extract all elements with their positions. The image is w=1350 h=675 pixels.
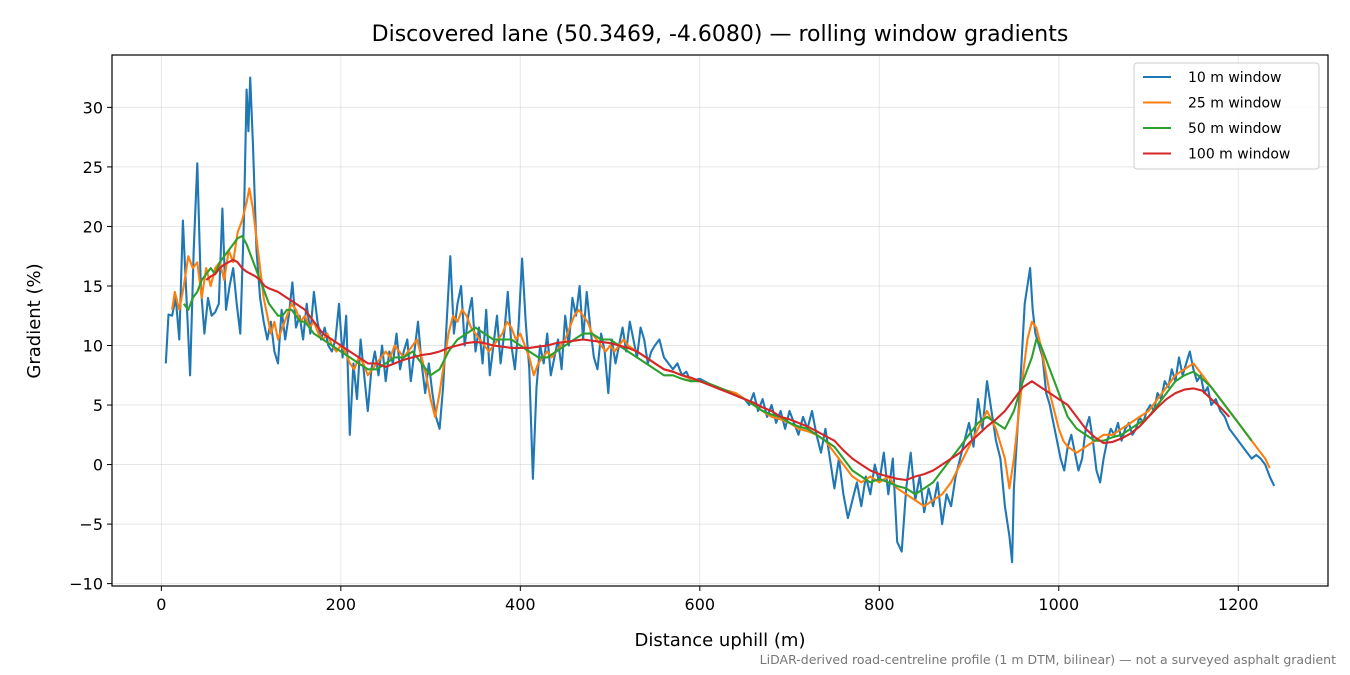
y-tick-label: 10 [83,337,103,356]
y-tick-label: 0 [93,456,103,475]
x-tick-label: 1000 [1038,595,1079,614]
x-tick-label: 600 [685,595,716,614]
x-axis-label: Distance uphill (m) [635,630,806,651]
legend-label: 25 m window [1188,96,1281,112]
y-tick-label: −5 [79,515,103,534]
series-lines [164,76,1276,564]
x-tick-label: 1200 [1218,595,1259,614]
plot-frame [111,54,1329,587]
y-tick-label: 25 [83,158,103,177]
legend-label: 50 m window [1188,121,1281,137]
series-line-3 [182,234,1253,496]
legend: 10 m window 25 m window 50 m window 100 m w… [1133,62,1320,170]
x-tick-label: 400 [505,595,536,614]
series-line-1 [164,76,1276,564]
legend-box [1133,62,1320,170]
series-line-4 [205,258,1231,482]
y-axis-label: Gradient (%) [24,263,45,378]
footnote: LiDAR-derived road-centreline profile (1… [760,652,1336,667]
legend-label: 10 m window [1188,70,1281,86]
y-tick-label: 15 [83,277,103,296]
chart-title: Discovered lane (50.3469, -4.6080) — rol… [372,22,1069,47]
axis-ticks: 0 200 400 600 800 1000 1200 −10 −5 0 5 10 15 20 25 30 [69,98,1258,614]
x-tick-label: 0 [156,595,166,614]
x-tick-label: 800 [864,595,895,614]
x-tick-label: 200 [326,595,357,614]
series-line-2 [171,187,1271,508]
y-tick-label: 5 [93,396,103,415]
grid-lines [112,55,1328,586]
y-tick-label: 30 [83,98,103,117]
y-tick-label: 20 [83,217,103,236]
legend-label: 100 m window [1188,147,1290,163]
y-tick-label: −10 [69,575,103,594]
